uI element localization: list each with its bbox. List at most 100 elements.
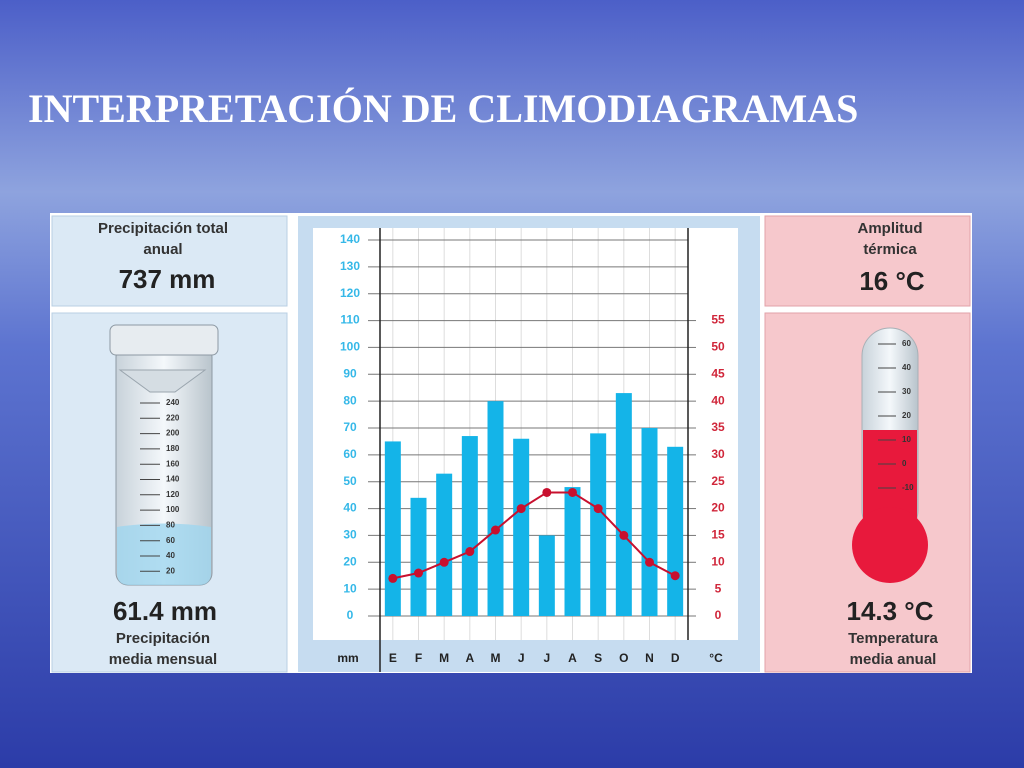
gauge-label: -10 [902, 483, 914, 492]
bar [513, 438, 530, 616]
bar [564, 487, 581, 616]
x-axis-label: mm [337, 651, 358, 665]
point [593, 504, 603, 514]
y2-tick-label: 30 [711, 447, 725, 461]
point [414, 568, 423, 578]
line [392, 491, 676, 580]
gauge-label: 20 [166, 566, 175, 575]
gauge-label: 80 [166, 521, 175, 530]
x-axis-label: °C [709, 651, 723, 665]
y2-tick-label: 35 [711, 420, 725, 434]
x-tick-label: M [491, 651, 501, 665]
gauge-label: 140 [166, 475, 180, 484]
y-tick-label: 90 [343, 366, 357, 380]
water [117, 523, 211, 585]
gauge-label: 120 [166, 490, 180, 499]
slide-title: INTERPRETACIÓN DE CLIMODIAGRAMAS [28, 86, 858, 131]
gauge-label: 200 [166, 429, 180, 438]
range: 16 °C [859, 266, 925, 296]
y2-tick-label: 25 [711, 474, 725, 488]
gauge-label: 100 [166, 505, 180, 514]
y2-tick-label: 40 [711, 393, 725, 407]
funnel [118, 369, 207, 393]
x-tick-label: M [439, 651, 449, 665]
x-tick-label: N [645, 651, 654, 665]
point [645, 557, 654, 567]
box [51, 215, 288, 307]
y-tick-label: 50 [343, 474, 357, 488]
bar [615, 393, 632, 616]
y2-tick-label: 50 [711, 340, 725, 354]
bar [641, 428, 658, 616]
y-tick-label: 30 [343, 528, 357, 542]
x-tick-label: O [619, 651, 628, 665]
y2-tick-label: 5 [715, 581, 722, 595]
point [542, 487, 552, 497]
point [388, 573, 398, 583]
y2-tick-label: 0 [715, 608, 722, 622]
x-tick-label: F [415, 651, 422, 665]
gauge-label: 40 [166, 551, 175, 560]
y-tick-label: 10 [343, 581, 357, 595]
x-tick-label: J [543, 651, 550, 665]
cylinder-top [109, 324, 219, 356]
bar [590, 433, 607, 616]
heading: Precipitación total anual [98, 220, 228, 258]
x-tick-label: A [568, 651, 577, 665]
point [491, 525, 500, 535]
bar [538, 535, 555, 616]
gauge-label: 10 [902, 435, 911, 444]
point [439, 557, 449, 567]
y2-tick-label: 20 [711, 501, 725, 515]
y-tick-label: 140 [340, 232, 360, 246]
y2-tick-label: 10 [711, 554, 725, 568]
heading: Amplitud térmica [858, 220, 923, 258]
y-tick-label: 100 [340, 340, 360, 354]
y-tick-label: 60 [343, 447, 357, 461]
gauge-label: 240 [166, 398, 180, 407]
x-tick-label: D [671, 651, 680, 665]
gauge-label: 20 [902, 411, 911, 420]
y-tick-label: 80 [343, 393, 357, 407]
gauge-label: 160 [166, 459, 180, 468]
x-tick-label: E [389, 651, 397, 665]
point [465, 547, 475, 557]
bar [487, 401, 504, 616]
y-tick-label: 40 [343, 501, 357, 515]
mean: 14.3 °C [846, 596, 933, 626]
sublabel: Temperatura media anual [848, 630, 938, 668]
x-tick-label: S [594, 651, 602, 665]
y2-tick-label: 45 [711, 366, 725, 380]
point [568, 487, 577, 497]
bulb [852, 507, 928, 583]
bar [461, 436, 478, 616]
y-tick-label: 120 [340, 286, 360, 300]
y2-tick-label: 15 [711, 528, 725, 542]
total: 737 mm [119, 264, 216, 294]
bar [410, 497, 427, 616]
x-tick-label: J [518, 651, 525, 665]
gauge-label: 180 [166, 444, 180, 453]
sublabel: Precipitación media mensual [109, 630, 217, 668]
gauge-label: 220 [166, 413, 180, 422]
y-tick-label: 110 [340, 313, 360, 327]
gauge-label: 60 [902, 339, 911, 348]
box [764, 215, 971, 307]
y-tick-label: 0 [347, 608, 354, 622]
gauge-label: 0 [902, 459, 907, 468]
gauge-label: 60 [166, 536, 175, 545]
gauge-label: 40 [902, 363, 911, 372]
gauge-label: 30 [902, 387, 911, 396]
point [670, 571, 680, 581]
y-tick-label: 20 [343, 554, 357, 568]
bar [384, 441, 401, 616]
y-tick-label: 130 [340, 259, 360, 273]
point [619, 530, 629, 540]
monthly: 61.4 mm [113, 596, 217, 626]
y-tick-label: 70 [343, 420, 357, 434]
bar [436, 473, 453, 616]
y2-tick-label: 55 [711, 313, 725, 327]
point [516, 504, 526, 514]
